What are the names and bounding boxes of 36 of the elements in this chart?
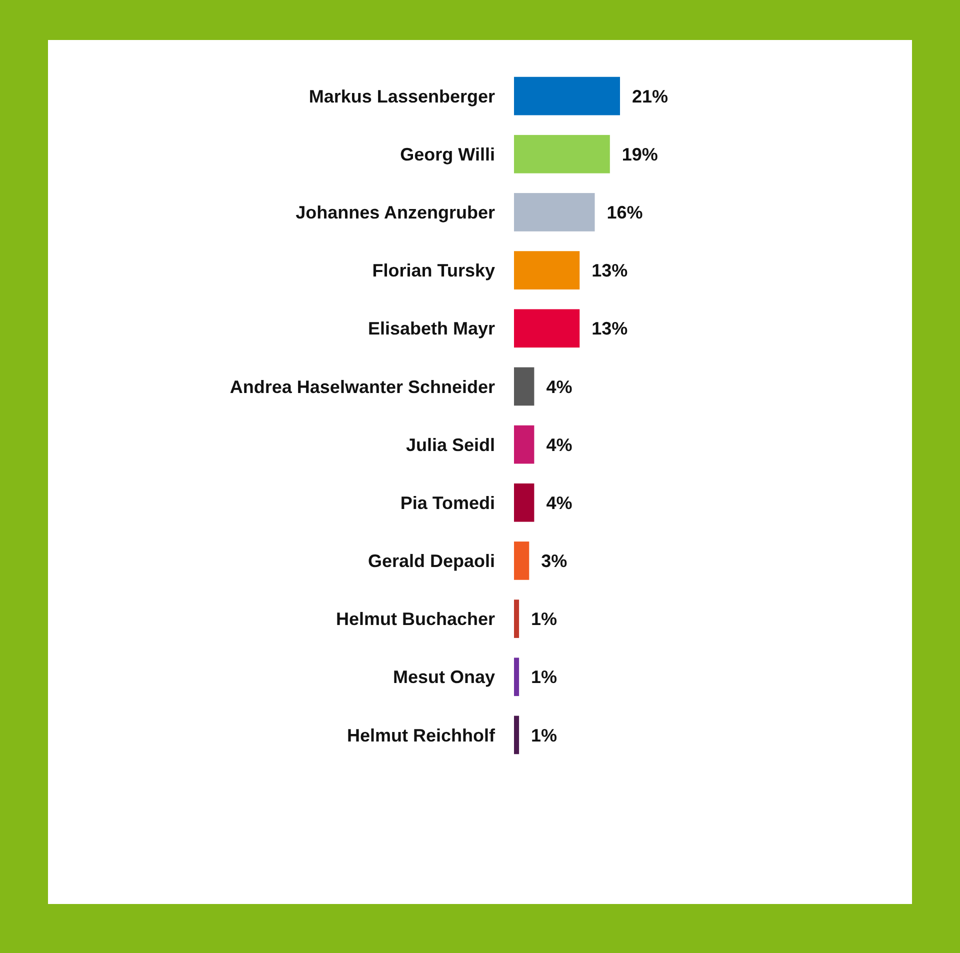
data-label: 13% [592, 318, 628, 339]
bar [514, 600, 520, 638]
bar [514, 251, 580, 290]
data-label: 4% [546, 434, 572, 455]
bar [514, 483, 534, 522]
data-label: 1% [531, 609, 558, 630]
data-label: 4% [546, 492, 572, 513]
data-label: 16% [606, 202, 643, 223]
bar [514, 425, 534, 464]
bar [514, 309, 580, 348]
y-tick-label: Markus Lassenberger [308, 86, 495, 106]
data-label: 19% [622, 144, 658, 164]
y-tick-label: Georg Willi [400, 144, 495, 164]
y-tick-label: Florian Tursky [372, 260, 495, 281]
y-tick-label: Andrea Haselwanter Schneider [230, 376, 495, 397]
y-tick-label: Helmut Buchacher [336, 609, 495, 630]
bar [514, 367, 534, 406]
y-tick-label: Helmut Reichholf [346, 725, 496, 746]
data-label: 4% [546, 376, 572, 397]
y-tick-label: Elisabeth Mayr [368, 318, 495, 339]
y-tick-label: Julia Seidl [406, 434, 495, 455]
data-label: 21% [632, 86, 668, 106]
y-tick-label: Pia Tomedi [400, 492, 495, 513]
data-label: 1% [531, 667, 558, 688]
data-label: 1% [531, 725, 558, 746]
bar [514, 134, 610, 174]
y-tick-label: Gerald Depaoli [368, 551, 495, 572]
bar [514, 716, 520, 754]
y-tick-label: Mesut Onay [392, 667, 495, 688]
data-label: 3% [541, 551, 568, 572]
y-tick-label: Johannes Anzengruber [296, 202, 495, 223]
bar [514, 76, 620, 116]
data-label: 13% [592, 260, 628, 281]
bar [514, 542, 530, 580]
bar [514, 658, 520, 696]
bar [514, 193, 595, 232]
